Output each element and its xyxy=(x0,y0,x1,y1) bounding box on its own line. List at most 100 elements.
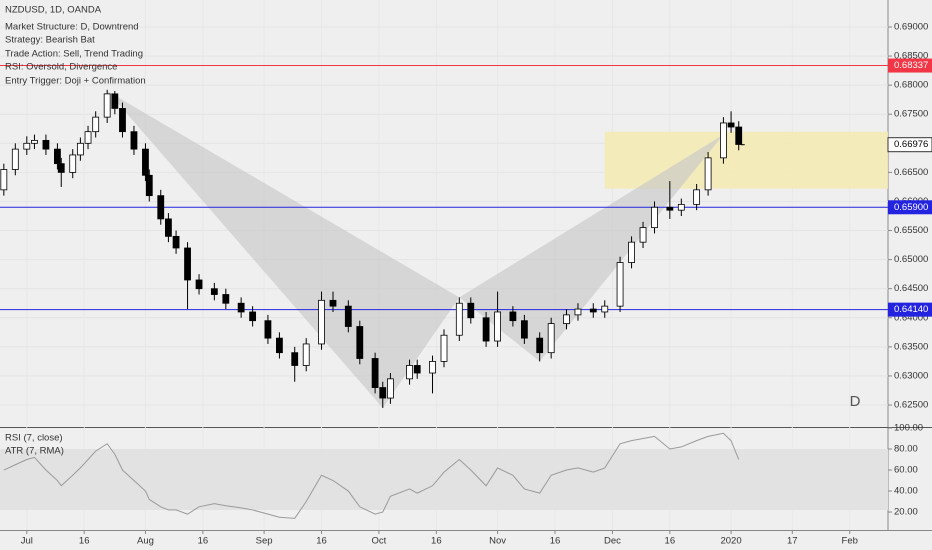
x-tick-label: Jul xyxy=(21,536,33,547)
x-tick-label: Feb xyxy=(842,536,858,547)
candle-body xyxy=(727,122,735,128)
candle-body xyxy=(302,343,310,366)
candle-body xyxy=(720,122,727,159)
candle-body xyxy=(494,311,501,342)
candle-body xyxy=(291,352,299,366)
x-tick-label: Sep xyxy=(256,536,273,547)
candle-body xyxy=(547,323,555,354)
candle-body xyxy=(23,142,31,150)
y-tick-label: 0.66500 xyxy=(894,167,928,178)
x-tick-label: 16 xyxy=(431,536,442,547)
candle-body xyxy=(69,154,77,173)
rsi-y-tick-label: 20.00 xyxy=(894,507,918,518)
candle-body xyxy=(76,142,84,156)
y-tick-label: 0.69000 xyxy=(894,22,928,33)
candle-body xyxy=(413,365,421,374)
rsi-y-tick-label: 60.00 xyxy=(894,465,918,476)
candle-body xyxy=(92,116,100,133)
x-tick-label: Dec xyxy=(604,536,621,547)
candle-body xyxy=(184,247,191,281)
candle-body xyxy=(371,358,379,388)
candle-body xyxy=(520,320,528,339)
candle-body xyxy=(172,235,180,249)
x-tick-label: 16 xyxy=(550,536,561,547)
y-tick-label: 0.63000 xyxy=(894,370,928,381)
x-tick-label: 17 xyxy=(787,536,798,547)
candle-body xyxy=(264,320,272,339)
y-tick-label: 0.67500 xyxy=(894,109,928,120)
rsi-y-tick-label: 100.00 xyxy=(894,423,923,434)
last-price-label: 0.66976 xyxy=(894,139,928,150)
candle-body xyxy=(222,294,230,304)
y-tick-label: 0.65000 xyxy=(894,254,928,265)
candle-body xyxy=(0,169,8,191)
y-tick-label: 0.68000 xyxy=(894,80,928,91)
candle-body xyxy=(130,131,138,150)
candle-body xyxy=(379,387,387,399)
x-tick-label: 16 xyxy=(198,536,209,547)
candle-body xyxy=(210,288,218,295)
candle-body xyxy=(157,195,165,220)
note: RSI: Oversold, Divergence xyxy=(5,62,117,73)
candle-body xyxy=(103,93,111,118)
y-tick-label: 0.65500 xyxy=(894,225,928,236)
candle-body xyxy=(11,148,19,170)
candle-body xyxy=(628,241,635,263)
candle-body xyxy=(616,262,624,307)
candle-body xyxy=(536,337,544,354)
candle-body xyxy=(42,139,50,150)
candle-body xyxy=(651,206,658,229)
candle-body xyxy=(440,334,448,362)
level-label: 0.68337 xyxy=(894,60,928,71)
candle-body xyxy=(54,148,61,165)
candle-body xyxy=(704,157,712,191)
x-tick-label: 16 xyxy=(665,536,676,547)
rsi-title: RSI (7, close) xyxy=(5,433,63,444)
candle-body xyxy=(237,302,245,313)
candle-body xyxy=(142,148,149,176)
candle-body xyxy=(318,299,325,345)
atr-title: ATR (7, RMA) xyxy=(5,446,64,457)
candle-body xyxy=(639,227,647,243)
x-tick-label: Oct xyxy=(372,536,387,547)
level-tag xyxy=(888,302,932,317)
candle-body xyxy=(735,126,743,145)
candle-body xyxy=(195,279,203,290)
candle-body xyxy=(57,163,65,173)
pattern-leg xyxy=(459,134,724,362)
x-tick-label: 16 xyxy=(79,536,90,547)
x-tick-label: 16 xyxy=(316,536,327,547)
candle-body xyxy=(574,308,582,316)
note: Entry Trigger: Doji + Confirmation xyxy=(5,76,146,87)
pattern-label: D xyxy=(850,393,861,410)
candle-body xyxy=(84,131,92,144)
candle-body xyxy=(666,206,674,211)
candle-body xyxy=(119,108,126,133)
candle-body xyxy=(165,218,172,237)
candle-body xyxy=(329,299,337,307)
candle-body xyxy=(509,311,517,322)
level-label: 0.65900 xyxy=(894,202,928,213)
rsi-y-tick-label: 80.00 xyxy=(894,444,918,455)
candle-body xyxy=(145,174,153,197)
target-zone xyxy=(604,131,888,189)
note: Strategy: Bearish Bat xyxy=(5,35,95,46)
candle-body xyxy=(467,302,475,319)
candle-body xyxy=(356,326,364,359)
x-tick-label: 2020 xyxy=(720,536,741,547)
level-label: 0.64140 xyxy=(894,304,928,315)
rsi-line xyxy=(3,432,740,519)
candle-body xyxy=(276,337,283,354)
y-tick-label: 0.68500 xyxy=(894,51,928,62)
candle-body xyxy=(429,360,436,374)
candle-body xyxy=(31,139,38,144)
x-tick-label: Aug xyxy=(137,536,154,547)
note: Market Structure: D, Downtrend xyxy=(5,22,139,33)
y-tick-label: 0.63500 xyxy=(894,341,928,352)
rsi-band xyxy=(0,449,888,510)
candle-body xyxy=(249,311,257,322)
y-tick-label: 0.64000 xyxy=(894,312,928,323)
candle-body xyxy=(677,203,685,211)
